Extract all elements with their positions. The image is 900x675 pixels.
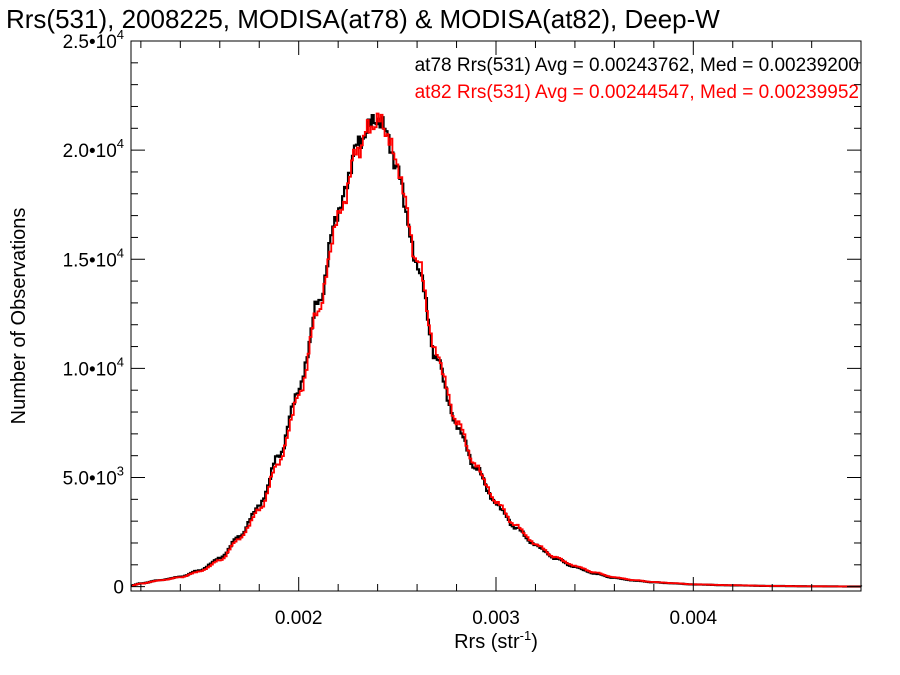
x-axis: 0.002 0.003 0.004 <box>140 41 813 629</box>
annotation-0: at78 Rrs(531) Avg = 0.00243762, Med = 0.… <box>415 55 859 76</box>
y-axis-label: Number of Observations <box>8 208 30 425</box>
y-tick-label: 0 <box>113 578 124 599</box>
series-at78-line <box>131 114 863 588</box>
annotation-1: at82 Rrs(531) Avg = 0.00244547, Med = 0.… <box>415 82 859 103</box>
annotations: at78 Rrs(531) Avg = 0.00243762, Med = 0.… <box>415 55 859 103</box>
y-tick-label: 1.0•104 <box>63 354 124 380</box>
y-tick-label: 2.0•104 <box>63 136 124 162</box>
y-tick-label: 5.0•103 <box>63 464 124 490</box>
plot-frame <box>130 40 862 592</box>
x-axis-label: Rrs (str-1) <box>454 628 538 653</box>
chart-title: Rrs(531), 2008225, MODISA(at78) & MODISA… <box>6 4 720 34</box>
x-tick-label: 0.002 <box>275 608 323 629</box>
series-layer <box>131 112 863 588</box>
y-axis: 0 5.0•103 1.0•104 1.5•104 2.0•104 2.5•104 <box>63 27 861 599</box>
x-tick-label: 0.003 <box>472 608 520 629</box>
x-tick-label: 0.004 <box>670 608 718 629</box>
y-tick-label: 1.5•104 <box>63 245 124 271</box>
series-at82-line <box>131 112 861 588</box>
y-tick-label: 2.5•104 <box>63 27 124 53</box>
